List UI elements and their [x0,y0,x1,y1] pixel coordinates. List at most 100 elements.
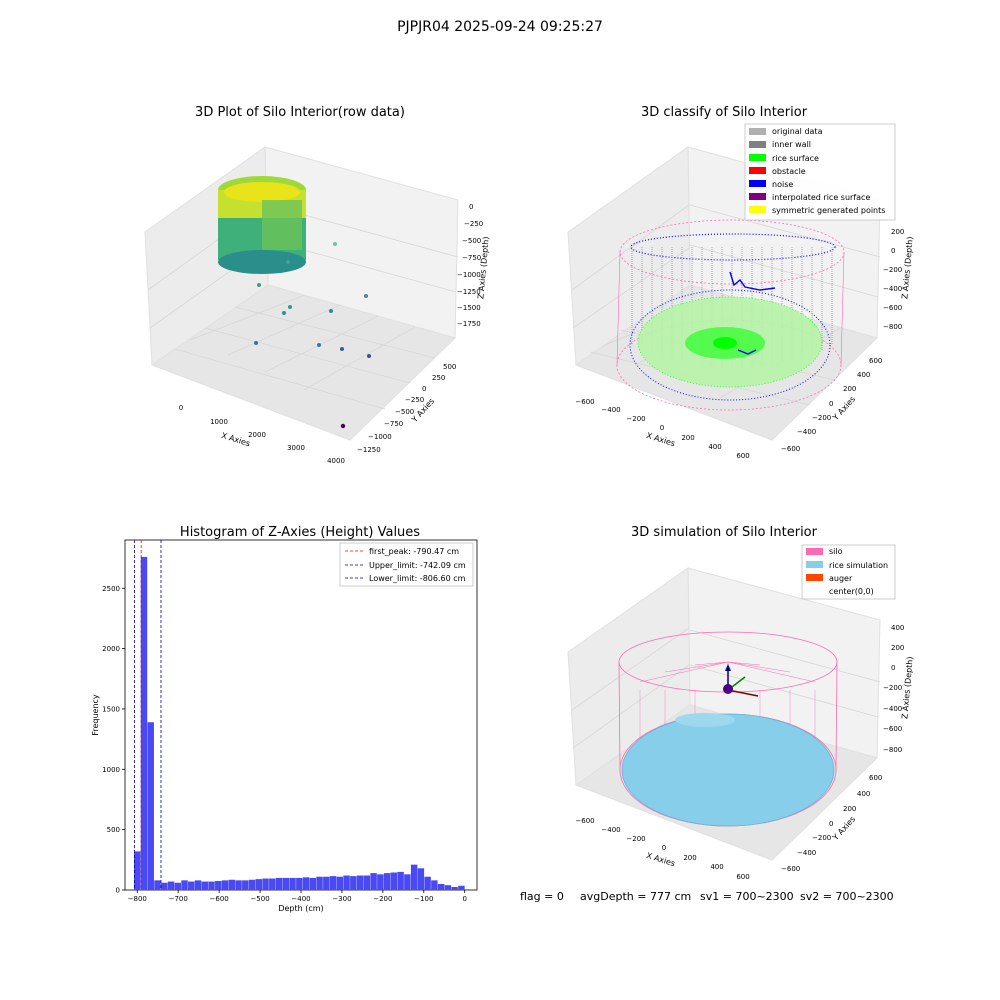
raw-xticks: 0 1000 2000 3000 4000 [179,404,345,465]
y-tick: −200 [812,414,831,422]
z-tick: 0 [891,664,895,672]
z-tick: −500 [462,237,481,245]
z-tick: −750 [462,254,481,262]
x-tick-label: −200 [373,895,392,903]
y-tick: 0 [422,385,426,393]
simulation-grid [571,627,881,749]
x-tick-label: −700 [169,895,188,903]
panel-histogram: Histogram of Z-Axies (Height) Values −80… [91,525,478,913]
histogram-bar [289,877,296,890]
legend-swatch [749,154,766,161]
histogram-bar [316,876,323,890]
legend-label: original data [772,127,823,136]
histogram-bar [208,881,215,890]
raw-grid [147,204,459,410]
x-tick-label: −400 [291,895,310,903]
histogram-bar [390,872,398,890]
raw-yticks: 500 250 0 −250 −500 −750 −1000 −1250 [357,363,456,454]
z-tick: −1500 [457,304,481,312]
histogram-plot-area [124,539,478,891]
panel-simulation-axes: silo rice simulation auger center(0,0) −… [567,544,915,881]
status-line: flag = 0 avgDepth = 777 cm sv1 = 700~230… [520,890,894,903]
panel-classify: 3D classify of Silo Interior [567,105,915,460]
histogram-bar [417,868,425,890]
histogram-bar [188,881,195,890]
histogram-bars [134,556,465,890]
classify-cylinder [616,219,845,411]
x-tick: 200 [683,854,696,862]
histogram-bar [363,875,371,890]
z-tick: −800 [883,323,902,331]
z-tick: −200 [883,684,902,692]
rice-simulation-top [675,713,735,727]
legend-label: obstacle [772,167,806,176]
z-tick: 400 [891,624,904,632]
status-sv2: sv2 = 700~2300 [800,890,894,903]
x-tick: 4000 [327,457,345,465]
histogram-bar [302,877,310,890]
legend-swatch [806,561,823,568]
y-tick: 400 [857,790,870,798]
classify-yticks: 600 400 200 0 −200 −400 −600 [781,357,882,453]
y-tick-label: 2000 [102,645,120,653]
pane-floor [150,284,456,441]
x-tick: −600 [575,398,594,406]
histogram-xticks: −800 −700 −600 −500 −400 −300 −200 −100 0 [128,890,467,903]
histogram-bar [397,871,404,890]
histogram-bar [167,881,175,890]
y-tick: −1000 [368,433,392,441]
histogram-bar [215,880,222,890]
classify-xticks: −600 −400 −200 0 200 400 600 [575,398,749,460]
histogram-bar [147,722,154,890]
legend-label: auger [829,574,853,583]
histogram-bar [296,877,303,890]
classify-zlabel: Z Axies (Depth) [900,236,914,299]
y-tick: 0 [829,400,833,408]
z-tick: −1000 [457,271,481,279]
z-tick: −200 [883,266,902,274]
x-tick: −400 [601,826,620,834]
histogram-xlabel: Depth (cm) [278,904,323,913]
y-tick: −600 [781,445,800,453]
z-tick: −400 [883,285,902,293]
legend-label: Upper_limit: -742.09 cm [369,561,466,570]
legend-box [744,123,896,221]
simulation-legend: silo rice simulation auger center(0,0) [801,544,896,600]
legend-label: noise [772,180,793,189]
panel-raw-axes: 0 1000 2000 3000 4000 X Axies 500 250 0 … [144,146,491,465]
x-tick: 400 [710,863,723,871]
z-tick: 0 [891,247,895,255]
x-tick: 3000 [287,444,305,452]
x-tick-label: 0 [462,895,466,903]
x-tick: 600 [736,452,749,460]
x-tick: 1000 [210,418,228,426]
simulation-yticks: 600 400 200 0 −200 −400 −600 [781,774,882,873]
simulation-zlabel: Z Axies (Depth) [900,656,914,719]
raw-surface [218,176,306,274]
histogram-bar [431,880,438,890]
histogram-bar [370,873,377,890]
x-tick: 0 [660,424,664,432]
y-tick: −600 [781,865,800,873]
legend-swatch [749,141,766,148]
x-tick: 400 [708,443,721,451]
legend-swatch [749,167,766,174]
y-tick-label: 1500 [102,705,120,713]
figure-suptitle: PJPJR04 2025-09-24 09:25:27 [397,19,603,35]
histogram-bar [255,879,263,890]
y-tick-label: 500 [107,826,120,834]
rice-simulation-surface [621,713,835,827]
center-marker [723,684,733,694]
histogram-bar [134,851,141,890]
classify-legend: original data inner wall rice surface ob… [744,123,896,221]
y-tick: 200 [843,385,856,393]
histogram-bar [383,873,391,890]
histogram-bar [194,880,202,890]
y-tick: −1250 [357,446,381,454]
z-tick: −600 [883,725,902,733]
simulation-ylabel: Y Axies [830,815,857,843]
histogram-bar [269,878,276,890]
z-tick: 0 [469,203,473,211]
histogram-bar [424,876,431,890]
classify-xlabel: X Axies [645,431,676,448]
